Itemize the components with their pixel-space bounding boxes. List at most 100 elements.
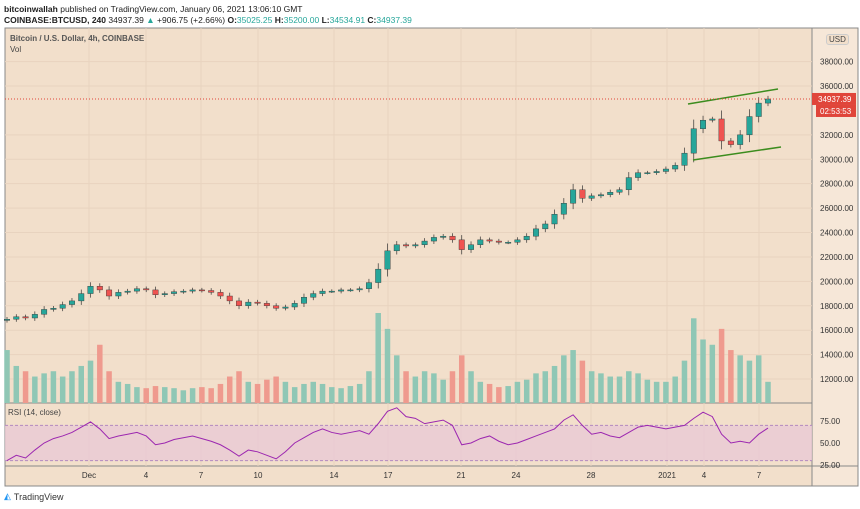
volume-bar bbox=[412, 376, 419, 403]
volume-label: Vol bbox=[10, 45, 22, 54]
volume-bar bbox=[41, 373, 47, 403]
candle bbox=[69, 300, 75, 305]
candle bbox=[737, 134, 744, 145]
volume-bar bbox=[152, 386, 159, 403]
price-tick-label: 36000.00 bbox=[820, 82, 854, 91]
volume-bar bbox=[607, 376, 613, 403]
candle bbox=[96, 286, 103, 291]
author: bitcoinwallah bbox=[4, 4, 58, 14]
candle bbox=[542, 223, 549, 230]
countdown-label: 02:53:53 bbox=[820, 107, 852, 116]
candle bbox=[245, 301, 252, 306]
volume-bar bbox=[338, 388, 344, 403]
countdown-badge bbox=[816, 104, 856, 117]
last-price-label: 34937.39 bbox=[818, 95, 852, 104]
candle bbox=[310, 293, 317, 298]
candle bbox=[171, 291, 177, 294]
volume-bar bbox=[375, 313, 381, 403]
x-tick-label: 2021 bbox=[658, 471, 676, 480]
volume-bar bbox=[394, 355, 400, 403]
tradingview-logo[interactable]: ◭ TradingView bbox=[4, 491, 63, 502]
volume-bar bbox=[273, 376, 279, 403]
candle bbox=[87, 286, 94, 294]
volume-bar bbox=[570, 350, 576, 403]
candle bbox=[328, 290, 335, 293]
candle bbox=[50, 308, 57, 310]
volume-bar bbox=[32, 376, 38, 403]
candle bbox=[570, 189, 577, 204]
candle bbox=[662, 168, 669, 172]
candle bbox=[180, 290, 187, 293]
volume-bar bbox=[189, 388, 196, 403]
volume-bar bbox=[97, 344, 103, 403]
rsi-label: RSI (14, close) bbox=[8, 408, 61, 417]
candle bbox=[59, 304, 66, 309]
candle bbox=[607, 192, 614, 195]
volume-bar bbox=[598, 373, 604, 403]
candle bbox=[672, 165, 679, 170]
candle bbox=[254, 301, 261, 304]
volume-bar bbox=[709, 344, 716, 403]
candle bbox=[700, 119, 706, 129]
high-value: 35200.00 bbox=[283, 15, 320, 25]
rsi-tick-label: 25.00 bbox=[820, 461, 841, 470]
open-value: 35025.25 bbox=[236, 15, 273, 25]
candle bbox=[588, 195, 595, 199]
currency-label[interactable]: USD bbox=[826, 34, 849, 45]
candle bbox=[22, 316, 29, 319]
volume-bar bbox=[59, 376, 66, 403]
price-tick-label: 16000.00 bbox=[820, 326, 854, 335]
volume-bar bbox=[4, 350, 10, 403]
volume-bar bbox=[533, 373, 539, 403]
candle bbox=[746, 116, 753, 136]
x-tick-label: 28 bbox=[587, 471, 596, 480]
price-tick-label: 22000.00 bbox=[820, 253, 854, 262]
volume-bar bbox=[737, 355, 743, 403]
candle bbox=[319, 290, 326, 294]
candle bbox=[458, 239, 465, 250]
symbol: COINBASE:BTCUSD, 240 bbox=[4, 15, 107, 25]
volume-bar bbox=[468, 371, 474, 403]
volume-bar bbox=[356, 383, 363, 403]
volume-bar bbox=[672, 376, 678, 403]
volume-bar bbox=[755, 355, 762, 403]
x-tick-label: 7 bbox=[757, 471, 762, 480]
candle bbox=[189, 289, 196, 292]
publish-date: published on TradingView.com, January 06… bbox=[60, 4, 303, 14]
volume-bar bbox=[180, 390, 187, 403]
volume-bar bbox=[199, 387, 205, 403]
last-price-badge bbox=[812, 92, 856, 105]
candle bbox=[393, 244, 400, 252]
candle bbox=[133, 288, 140, 292]
volume-bar bbox=[440, 379, 446, 403]
candle bbox=[338, 289, 345, 292]
h-label: H: bbox=[274, 15, 284, 25]
candle bbox=[440, 235, 447, 238]
last-price: 34937.39 bbox=[108, 15, 144, 25]
volume-bar bbox=[13, 365, 20, 403]
volume-bar bbox=[644, 379, 651, 403]
o-label: O: bbox=[227, 15, 237, 25]
candle bbox=[765, 98, 771, 104]
candle bbox=[486, 239, 493, 242]
x-tick-label: Dec bbox=[82, 471, 96, 480]
candle bbox=[718, 118, 725, 142]
price-tick-label: 20000.00 bbox=[820, 277, 854, 286]
symbol-info: COINBASE:BTCUSD, 240 34937.39 ▲ +906.75 … bbox=[4, 15, 412, 25]
candle bbox=[430, 237, 437, 242]
volume-bar bbox=[403, 371, 409, 403]
volume-bar bbox=[681, 360, 688, 403]
channel-lower-line bbox=[692, 146, 782, 161]
rsi-tick-label: 75.00 bbox=[820, 417, 841, 426]
volume-bar bbox=[301, 383, 307, 403]
rsi-band bbox=[5, 425, 812, 461]
candle bbox=[468, 244, 474, 250]
x-tick-label: 21 bbox=[457, 471, 466, 480]
price-tick-label: 28000.00 bbox=[820, 180, 854, 189]
candle bbox=[533, 228, 539, 237]
volume-bar bbox=[431, 373, 437, 403]
rsi-tick-label: 50.00 bbox=[820, 439, 841, 448]
channel-upper-line bbox=[687, 88, 779, 105]
volume-bar bbox=[663, 381, 669, 403]
